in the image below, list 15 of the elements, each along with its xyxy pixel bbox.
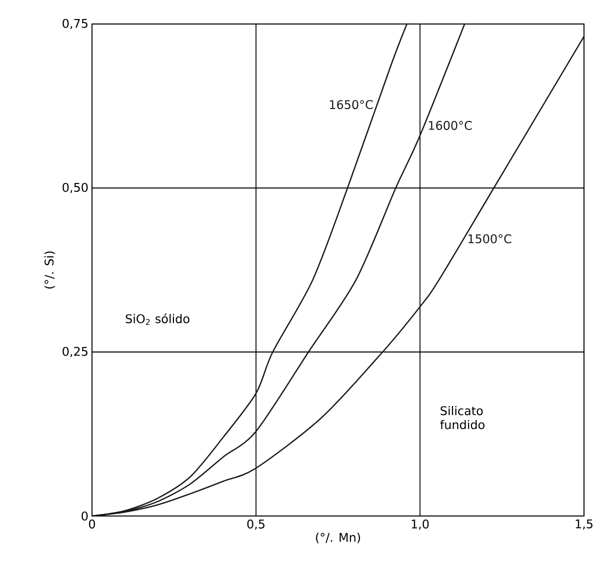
x-tick-label: 1,0	[412, 520, 429, 530]
x-axis-title: (°/. Mn)	[316, 532, 360, 544]
y-tick-label: 0,50	[62, 182, 88, 194]
y-tick-label: 0	[82, 511, 88, 521]
annotation: Silicato fundido	[440, 406, 484, 430]
series-label: 1650°C	[330, 100, 373, 110]
y-axis-title: (°/. Si)	[44, 251, 56, 289]
annotation: SiO$_{2}$ sólido	[126, 314, 190, 325]
y-tick-label: 0,25	[62, 346, 88, 358]
x-tick-label: 0	[88, 520, 96, 529]
x-tick-label: 1,5	[576, 520, 592, 530]
x-tick-label: 0,5	[247, 520, 264, 530]
y-tick-label: 0,75	[62, 18, 88, 30]
series-label: 1500°C	[468, 234, 512, 244]
series-label: 1600°C	[428, 120, 472, 130]
